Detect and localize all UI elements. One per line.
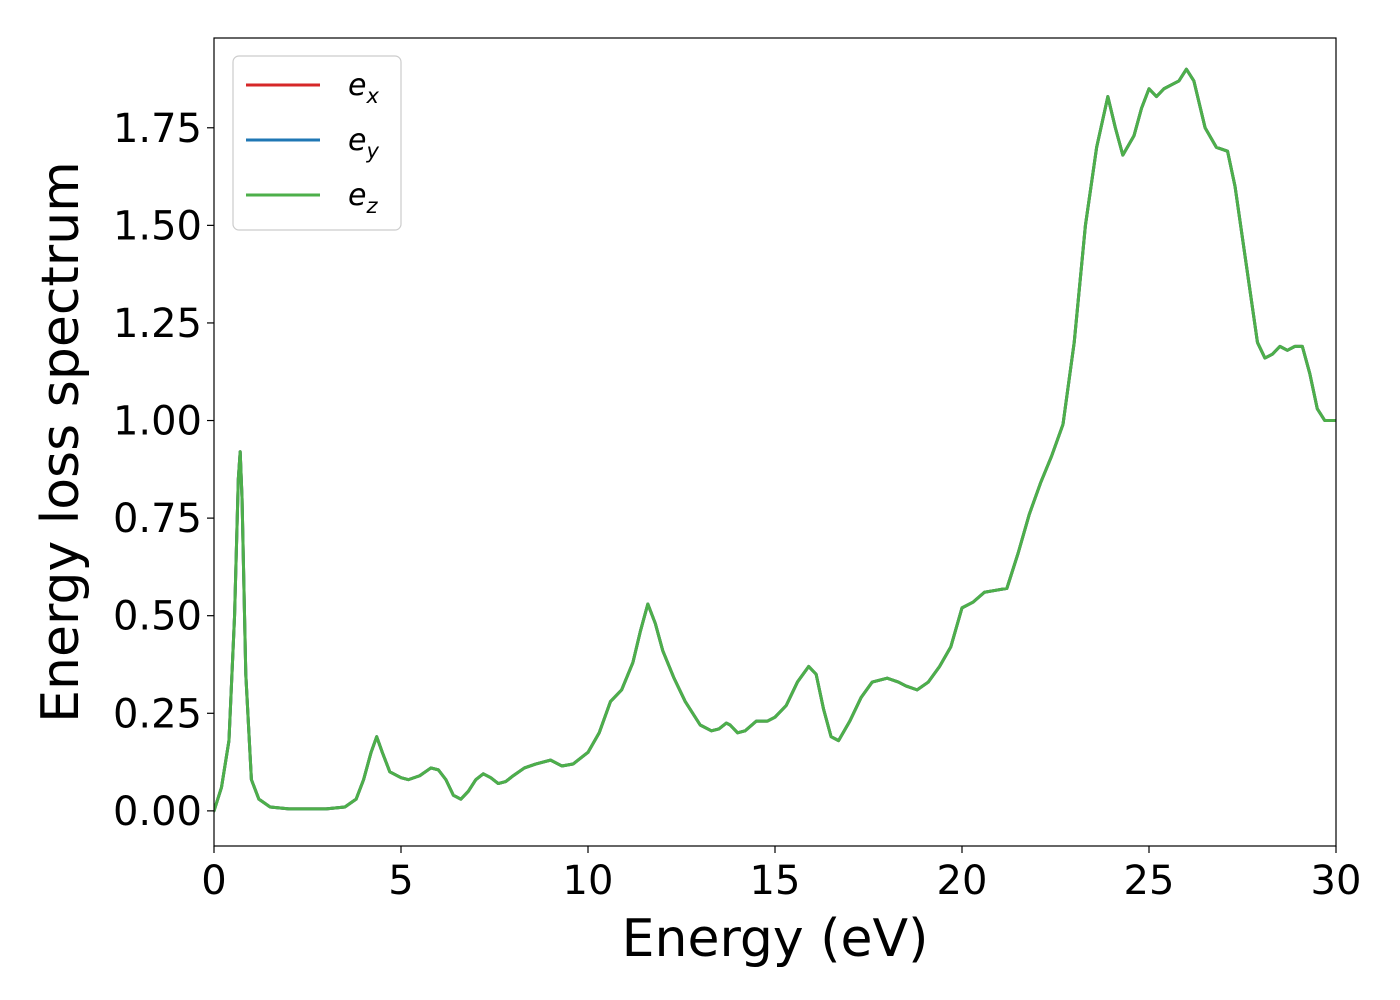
x-tick-label: 0 <box>201 858 226 904</box>
x-tick-label: 25 <box>1124 858 1175 904</box>
series-layer <box>214 67 1336 813</box>
y-tick-label: 0.00 <box>113 789 202 835</box>
y-axis: 0.00 0.25 0.50 0.75 1.00 1.25 1.50 1.75 <box>113 106 214 835</box>
x-tick-label: 20 <box>937 858 988 904</box>
y-tick-label: 1.25 <box>113 301 202 347</box>
x-axis: 0 5 10 15 20 25 30 <box>201 846 1361 904</box>
y-tick-label: 1.75 <box>113 106 202 152</box>
x-axis-label: Energy (eV) <box>622 909 929 969</box>
series-line-e-z <box>214 67 1336 813</box>
legend-box <box>232 55 402 231</box>
legend-label-x: ex <box>348 68 379 108</box>
x-tick-label: 15 <box>750 858 801 904</box>
x-tick-label: 5 <box>388 858 413 904</box>
legend-label-z: ez <box>348 178 378 218</box>
y-tick-label: 0.75 <box>113 496 202 542</box>
y-tick-label: 0.50 <box>113 594 202 640</box>
y-axis-label: Energy loss spectrum <box>31 161 91 723</box>
x-tick-label: 30 <box>1311 858 1362 904</box>
y-tick-label: 1.00 <box>113 399 202 445</box>
y-tick-label: 0.25 <box>113 691 202 737</box>
legend-label-y: ey <box>348 123 379 163</box>
y-tick-label: 1.50 <box>113 203 202 249</box>
legend: ex ey ez <box>232 55 402 231</box>
x-tick-label: 10 <box>563 858 614 904</box>
